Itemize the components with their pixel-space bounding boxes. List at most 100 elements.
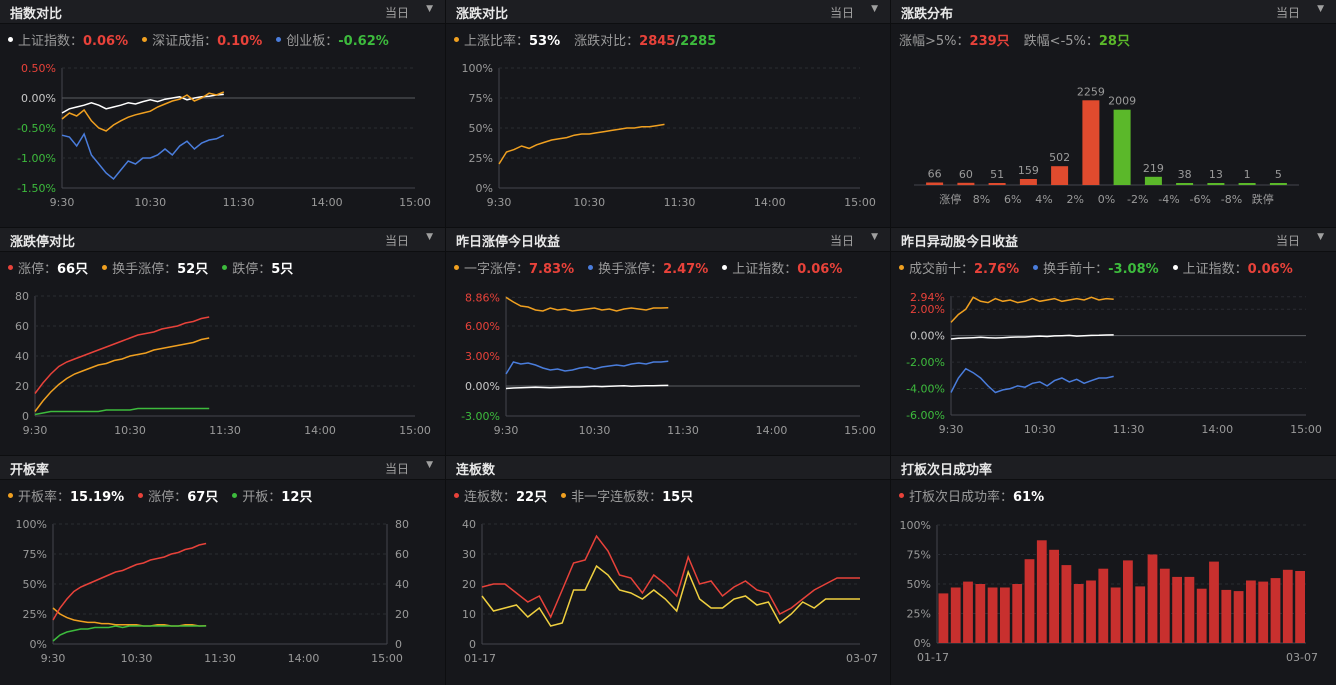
period-dropdown[interactable]: 当日 <box>829 234 854 248</box>
x-tick-label: 9:30 <box>487 196 512 209</box>
period-dropdown[interactable]: 当日 <box>1275 234 1300 248</box>
y2-tick-label: 0 <box>395 638 402 651</box>
legend-dot <box>8 265 13 270</box>
y-tick-label: 100% <box>16 518 47 531</box>
panel-title: 昨日涨停今日收益 <box>456 235 561 250</box>
legend-value: 5只 <box>271 262 294 277</box>
chevron-down-icon[interactable]: ▼ <box>426 4 433 14</box>
chart-area: 100% 75% 50% 25% 0% 80 60 40 20 0 9:30 10:30 11:30 14… <box>16 518 409 665</box>
y-tick-label: 20 <box>15 380 29 393</box>
x-tick-label: -8% <box>1221 193 1242 206</box>
x-tick-label: 15:00 <box>399 424 431 437</box>
x-tick-label: 9:30 <box>23 424 48 437</box>
x-tick-label: 11:30 <box>204 652 236 665</box>
bar <box>1172 576 1182 643</box>
legend-item: 跌幅<-5%：28只 <box>1024 30 1130 49</box>
y2-tick-label: 20 <box>395 608 409 621</box>
legend-dot <box>454 37 459 42</box>
legend: 涨幅>5%：239只 跌幅<-5%：28只 <box>899 30 1144 49</box>
chevron-down-icon[interactable]: ▼ <box>871 4 878 14</box>
legend-item: 上涨比率：53% <box>454 30 560 49</box>
panel-title: 打板次日成功率 <box>901 463 993 478</box>
series-line <box>61 93 224 114</box>
legend: 打板次日成功率：61% <box>899 486 1058 505</box>
bar <box>1082 100 1100 185</box>
legend-item: 上证指数：0.06% <box>1172 258 1293 277</box>
legend-dot <box>722 265 728 270</box>
legend: 开板率：15.19% 涨停：67只 开板：12只 <box>8 486 326 505</box>
legend-dot <box>454 493 459 498</box>
y-tick-label: 2.00% <box>910 303 945 316</box>
legend-item: 创业板：-0.62% <box>276 30 389 49</box>
period-dropdown[interactable]: 当日 <box>384 234 409 248</box>
series-line <box>52 607 207 627</box>
period-dropdown[interactable]: 当日 <box>1275 6 1300 20</box>
x-tick-label: 01-17 <box>464 652 496 665</box>
legend-value: 22只 <box>516 490 548 505</box>
bar-label: 2259 <box>1077 85 1105 98</box>
bar <box>1144 176 1162 185</box>
panel-header: 昨日涨停今日收益 当日 ▼ <box>446 228 890 252</box>
y-tick-label: 0.00% <box>21 92 56 105</box>
chart-area: 2.94%2.00% 0.00% -2.00% -4.00% -6.00%9:30 10:… <box>906 291 1322 436</box>
bar <box>1147 554 1158 643</box>
x-tick-label: 9:30 <box>41 652 66 665</box>
legend-dot <box>8 37 13 42</box>
series-line <box>34 337 210 412</box>
legend-value-2: 2285 <box>680 34 717 49</box>
chevron-down-icon[interactable]: ▼ <box>871 232 878 242</box>
bar <box>1295 571 1305 643</box>
bar-label: 51 <box>990 168 1004 181</box>
y-tick-label: 50% <box>23 578 47 591</box>
panel-header: 连板数 <box>446 456 890 480</box>
chevron-down-icon[interactable]: ▼ <box>426 232 433 242</box>
bar <box>1176 183 1194 185</box>
x-tick-label: 11:30 <box>223 196 255 209</box>
x-tick-label: 10:30 <box>1024 423 1056 436</box>
legend-dot <box>561 493 567 498</box>
legend: 成交前十：2.76% 换手前十：-3.08% 上证指数：0.06% <box>899 258 1307 277</box>
y-tick-label: 50% <box>907 578 931 591</box>
period-dropdown[interactable]: 当日 <box>384 462 409 476</box>
y-tick-label: 75% <box>23 548 47 561</box>
bar-label: 2009 <box>1108 95 1136 108</box>
bar <box>1113 109 1131 185</box>
x-tick-label: 9:30 <box>939 423 964 436</box>
legend-label: 上涨比率： <box>464 34 530 49</box>
period-dropdown[interactable]: 当日 <box>384 6 409 20</box>
x-tick-label: 2% <box>1067 193 1084 206</box>
legend-label: 换手前十： <box>1043 262 1109 277</box>
legend-label: 跌停： <box>232 262 272 277</box>
legend-label: 涨停： <box>18 262 58 277</box>
y-tick-label: 0 <box>469 638 476 651</box>
bar-label: 13 <box>1209 168 1223 181</box>
panel-title: 连板数 <box>456 463 496 478</box>
y-tick-label: -4.00% <box>906 383 945 396</box>
bar <box>1123 560 1133 643</box>
bar-label: 502 <box>1049 151 1070 164</box>
chart-area: 80 60 40 20 09:30 10:30 11:30 14:00 15:00 <box>15 290 431 437</box>
chevron-down-icon[interactable]: ▼ <box>1317 4 1324 14</box>
x-tick-label: -4% <box>1158 193 1179 206</box>
legend-label: 涨幅>5%： <box>899 34 970 49</box>
period-dropdown[interactable]: 当日 <box>829 6 854 20</box>
chevron-down-icon[interactable]: ▼ <box>426 460 433 470</box>
legend-value: 67只 <box>187 490 219 505</box>
legend-separator: / <box>675 34 681 49</box>
y-tick-label: 0.50% <box>21 62 56 75</box>
legend-item: 打板次日成功率：61% <box>899 486 1044 505</box>
y-tick-label: 20 <box>462 578 476 591</box>
series-line <box>34 316 210 394</box>
legend-item: 一字涨停：7.83% <box>454 258 574 277</box>
legend-value: 2.76% <box>974 262 1020 277</box>
x-tick-label: -2% <box>1127 193 1148 206</box>
legend-item: 深证成指：0.10% <box>142 30 262 49</box>
legend-label: 一字涨停： <box>464 262 530 277</box>
legend-dot <box>1033 265 1039 270</box>
bar <box>1184 576 1195 643</box>
legend-item: 涨幅>5%：239只 <box>899 30 1010 49</box>
x-tick-label: 0% <box>1098 193 1115 206</box>
bar <box>1209 561 1219 643</box>
chevron-down-icon[interactable]: ▼ <box>1317 232 1324 242</box>
